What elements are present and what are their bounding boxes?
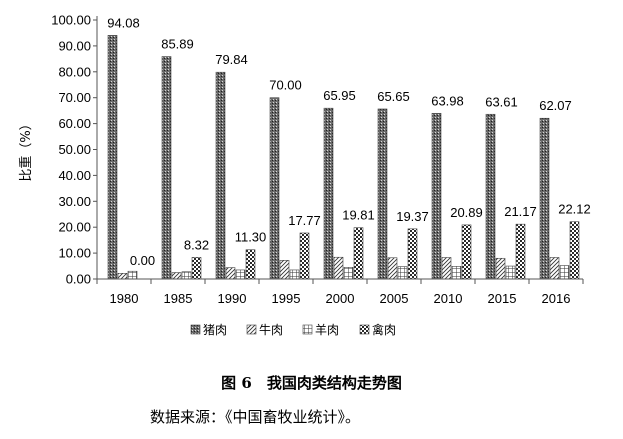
x-tick-label: 2015 [488,291,517,306]
legend-swatch-禽肉 [359,324,370,335]
data-labels: 94.08 85.89 79.84 70.00 65.95 65.65 63.98 63.61… [107,15,591,268]
x-tick-label: 2000 [326,291,355,306]
source-note: 数据来源：《中国畜牧业统计》。 [150,408,361,426]
y-tick-label: 80.00 [58,64,91,79]
bar-羊肉-2000 [343,267,354,280]
bar-猪肉-2016 [539,117,550,280]
data-label-猪肉: 85.89 [161,37,194,52]
bar-牛肉-2005 [387,257,398,280]
legend-swatch-羊肉 [302,324,313,335]
bar-禽肉-1995 [299,232,310,280]
y-tick-label: 10.00 [58,246,91,261]
bar-禽肉-2010 [461,224,472,280]
data-label-禽肉: 19.81 [342,208,375,223]
bar-羊肉-1985 [181,271,192,280]
bars [107,35,580,280]
bar-羊肉-1995 [289,269,300,280]
bar-羊肉-2005 [397,266,408,280]
bar-猪肉-2010 [431,112,442,280]
bar-牛肉-2010 [441,257,452,280]
data-label-猪肉: 65.95 [323,88,356,103]
y-tick-label: 100.00 [51,13,91,28]
bar-羊肉-2015 [505,265,516,280]
x-tick-label: 2005 [380,291,409,306]
y-tick-label: 30.00 [58,194,91,209]
x-tick-label: 2010 [434,291,463,306]
data-label-猪肉: 79.84 [215,52,248,67]
data-label-禽肉: 19.37 [396,209,429,224]
bar-牛肉-2015 [495,257,506,280]
bar-猪肉-1990 [215,71,226,280]
figure-caption: 图 6 我国肉类结构走势图 [221,374,402,392]
bar-羊肉-1990 [235,269,246,280]
bar-禽肉-2015 [515,223,526,280]
data-label-猪肉: 65.65 [377,89,410,104]
y-axis-label: 比重（%） [18,117,34,181]
bar-牛肉-2000 [333,256,344,280]
y-tick-label: 40.00 [58,168,91,183]
y-axis-title: 比重（%） [18,117,34,181]
bar-猪肉-1980 [107,35,118,280]
bar-禽肉-2016 [569,221,580,280]
data-label-禽肉: 22.12 [558,202,591,217]
x-tick-label: 1995 [272,291,301,306]
y-tick-label: 90.00 [58,38,91,53]
legend-label-牛肉: 牛肉 [259,322,283,337]
bar-牛肉-1980 [117,273,128,280]
data-label-禽肉: 0.00 [130,253,155,268]
data-label-禽肉: 8.32 [184,237,209,252]
bar-猪肉-1985 [161,56,172,280]
y-tick-label: 50.00 [58,142,91,157]
x-tick-label: 1985 [164,291,193,306]
bar-羊肉-2010 [451,266,462,280]
bar-牛肉-1985 [171,272,182,280]
legend-swatch-牛肉 [246,324,257,335]
legend-label-猪肉: 猪肉 [203,323,227,337]
y-tick-label: 60.00 [58,116,91,131]
x-tick-label: 1990 [218,291,247,306]
legend-label-禽肉: 禽肉 [372,322,396,337]
axes [96,16,583,280]
y-tick-label: 20.00 [58,220,91,235]
data-label-禽肉: 17.77 [288,213,321,228]
data-label-猪肉: 62.07 [539,98,572,113]
bar-牛肉-2016 [549,257,560,280]
legend: 猪肉 牛肉 羊肉 禽肉 [190,322,396,337]
x-tick-label: 1980 [110,291,139,306]
data-label-猪肉: 70.00 [269,78,302,93]
y-tick-label: 0.00 [66,272,91,287]
bar-猪肉-2005 [377,108,388,280]
bar-禽肉-1990 [245,249,256,280]
bar-牛肉-1990 [225,267,236,280]
data-label-禽肉: 11.30 [235,230,267,245]
data-label-猪肉: 63.98 [431,93,464,108]
bar-禽肉-2000 [353,227,364,280]
legend-swatch-猪肉 [190,324,201,335]
x-tick-label: 2016 [542,291,571,306]
bar-猪肉-1995 [269,97,280,280]
data-label-猪肉: 63.61 [485,94,518,109]
bar-禽肉-2005 [407,228,418,280]
bar-羊肉-1980 [127,270,138,280]
bar-羊肉-2016 [559,265,570,280]
data-label-禽肉: 20.89 [450,205,483,220]
legend-label-羊肉: 羊肉 [315,322,339,337]
bar-猪肉-2015 [485,113,496,280]
bar-禽肉-1985 [191,257,202,280]
bar-猪肉-2000 [323,107,334,280]
data-label-禽肉: 21.17 [504,204,537,219]
bar-牛肉-1995 [279,260,290,280]
y-axis-ticks: 0.00 10.00 20.00 30.00 40.00 50.00 60.00 70.00 8… [51,13,97,287]
x-axis-ticks: 1980 1985 1990 1995 2000 2005 2010 2015 2016 [96,279,584,306]
y-tick-label: 70.00 [58,90,91,105]
data-label-猪肉: 94.08 [107,15,140,30]
